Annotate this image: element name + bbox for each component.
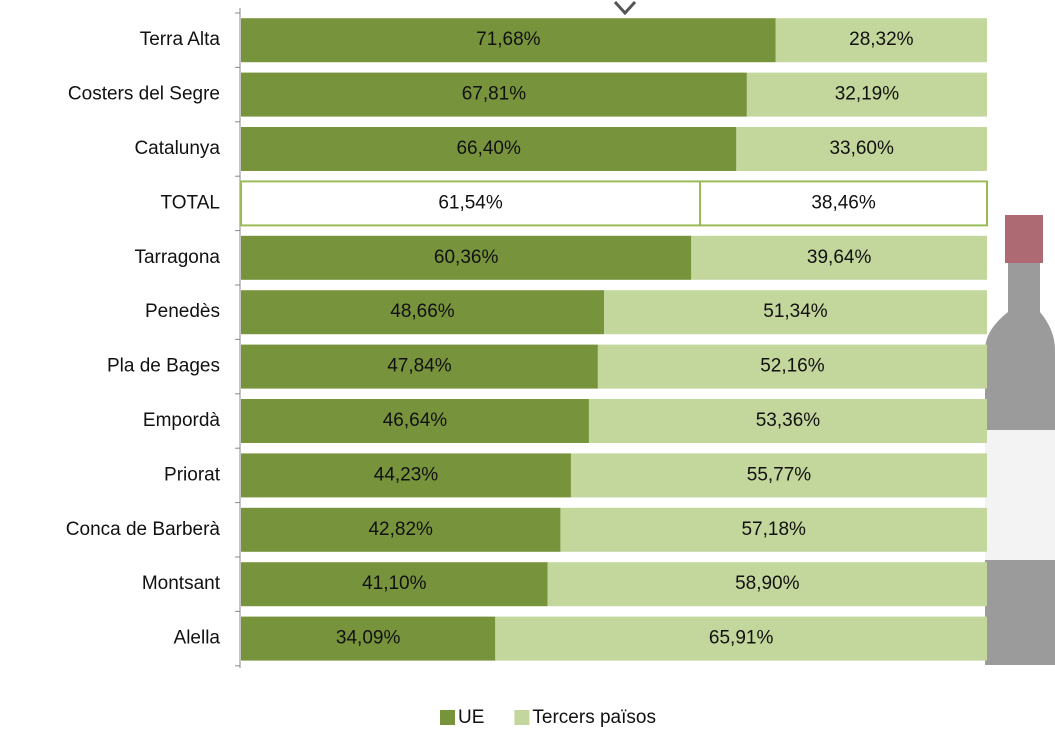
y-tick-label: Pla de Bages (107, 356, 220, 377)
y-tick-label: Montsant (142, 573, 221, 594)
value-label: 48,66% (390, 301, 455, 322)
bottle-label (985, 430, 1055, 560)
bar-segment (691, 235, 987, 280)
value-label: 47,84% (387, 356, 452, 377)
value-label: 52,16% (760, 356, 825, 377)
bar-segment (560, 507, 987, 552)
y-tick-label: Penedès (145, 301, 220, 322)
value-label: 32,19% (835, 84, 900, 105)
top-marker (613, 0, 637, 16)
value-label: 61,54% (438, 192, 503, 213)
bar-segment (241, 453, 571, 498)
value-label: 51,34% (763, 301, 828, 322)
bar-segment (746, 72, 987, 117)
value-label: 66,40% (456, 138, 521, 159)
y-tick-label: Tarragona (134, 247, 220, 268)
value-label: 57,18% (741, 519, 806, 540)
y-tick-label: Priorat (164, 464, 221, 485)
bar-segment (597, 344, 987, 389)
value-label: 39,64% (807, 247, 872, 268)
bar-segment (547, 562, 987, 607)
value-label: 42,82% (368, 519, 433, 540)
value-label: 46,64% (383, 410, 448, 431)
bar-segment (241, 18, 776, 63)
y-tick-label: Terra Alta (140, 29, 221, 50)
y-tick-label: Conca de Barberà (66, 519, 221, 540)
bottle-decoration (985, 215, 1055, 665)
legend-swatch (514, 710, 530, 725)
bar-segment (241, 344, 598, 389)
value-label: 55,77% (747, 464, 812, 485)
value-label: 58,90% (735, 573, 800, 594)
bar-segment (495, 616, 987, 661)
value-label: 41,10% (362, 573, 427, 594)
bar-segment (241, 72, 747, 117)
value-label: 53,36% (756, 410, 821, 431)
bar-segment (588, 399, 987, 443)
bar-segment (604, 290, 987, 335)
bar-segment (241, 562, 548, 607)
value-label: 33,60% (829, 138, 894, 159)
legend-label: UE (458, 707, 484, 728)
bar-segment (241, 235, 692, 280)
value-label: 60,36% (434, 247, 499, 268)
bar-segment (241, 127, 737, 171)
value-label: 71,68% (476, 29, 541, 50)
legend-label: Tercers països (532, 707, 656, 728)
bar-segment (241, 399, 589, 443)
y-tick-label: Empordà (143, 410, 221, 431)
legend-swatch (440, 710, 455, 725)
bar-segment (241, 616, 496, 661)
value-label: 38,46% (811, 192, 876, 213)
y-tick-label: Costers del Segre (68, 84, 220, 105)
value-label: 67,81% (462, 84, 527, 105)
bar-segment (699, 180, 988, 227)
bar-segment (240, 180, 702, 227)
y-tick-label: TOTAL (161, 192, 220, 213)
bar-segment (241, 507, 561, 552)
bar-segment (775, 18, 987, 63)
value-label: 65,91% (709, 628, 774, 649)
bar-segment (570, 453, 987, 498)
bar-segment (241, 290, 605, 335)
y-tick-label: Alella (174, 628, 221, 649)
value-label: 28,32% (849, 29, 914, 50)
bar-segment (736, 127, 987, 171)
value-label: 44,23% (374, 464, 439, 485)
y-tick-label: Catalunya (134, 138, 220, 159)
value-label: 34,09% (336, 628, 401, 649)
bottle-cap (1005, 215, 1043, 263)
